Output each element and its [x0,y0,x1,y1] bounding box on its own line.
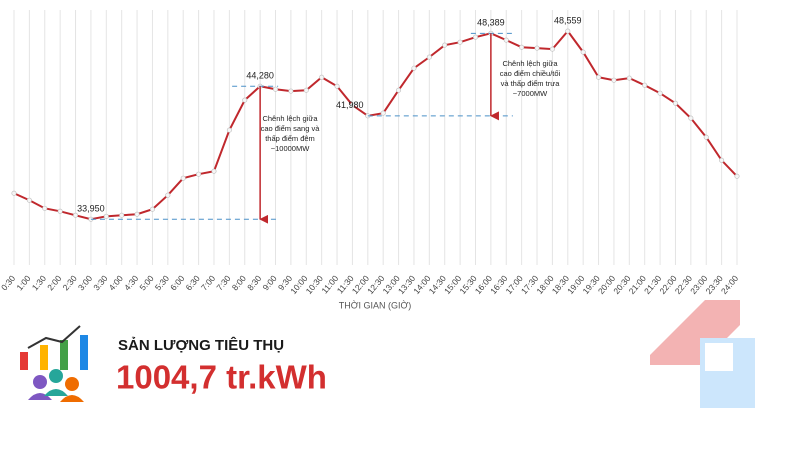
point [734,173,740,179]
point [273,86,279,92]
annotation: ~7000MW [513,89,548,98]
annotation: ~10000MW [271,144,310,153]
point [611,77,617,83]
point [411,65,417,71]
logo [650,300,755,408]
point [57,208,63,214]
point [688,115,694,121]
data-label: 33,950 [77,204,105,214]
x-tick-label: 8:00 [230,273,248,292]
point [334,83,340,89]
x-tick-label: 1:30 [30,273,48,292]
icon [20,325,88,402]
point [380,110,386,116]
point [580,49,586,55]
point [672,100,678,106]
footer-label: SẢN LƯỢNG TIÊU THỤ [118,336,284,354]
point [196,171,202,177]
point [165,192,171,198]
data-label: 48,389 [477,18,505,28]
x-tick-label: 5:00 [137,273,155,292]
point [549,46,555,52]
point [211,168,217,174]
x-tick-label: 4:30 [122,273,140,292]
point [626,75,632,81]
point [719,157,725,163]
x-tick-label: 2:30 [60,273,78,292]
point [180,175,186,181]
x-tick-label: 6:30 [184,273,202,292]
line [13,29,738,221]
footer-value: 1004,7 tr.kWh [116,359,327,396]
data-label: 48,559 [554,16,582,26]
plot-area [0,10,745,265]
x-tick-label: 10:30 [304,273,326,296]
point [703,134,709,140]
annotation: cao điểm chiều/tối [500,69,561,78]
point [426,54,432,60]
plot: 0:301:001:302:002:303:003:304:004:305:00… [0,10,745,296]
point [319,74,325,80]
point [119,212,125,218]
x-tick-label: 6:00 [168,273,186,292]
point [396,87,402,93]
point [103,213,109,219]
x-axis-label: THỜI GIAN (GIỜ) [339,300,411,310]
annotation: cao điểm sang và [261,124,321,133]
annotation: Chênh lệch giữa [502,59,558,68]
x-tick-label: 2:00 [45,273,63,292]
annotation: Chênh lệch giữa [262,114,318,123]
point [134,211,140,217]
point [565,28,571,34]
point [349,102,355,108]
point [242,97,248,103]
point [642,82,648,88]
point [472,34,478,40]
data-label: 44,280 [246,71,274,81]
point [457,39,463,45]
x-tick-label: 0:30 [0,273,17,292]
x-tick-label: 9:00 [260,273,278,292]
x-tick-label: 3:00 [76,273,94,292]
point [288,88,294,94]
point [26,197,32,203]
point [503,37,509,43]
x-tick-label: 5:30 [153,273,171,292]
point [11,190,17,196]
x-tick-label: 1:00 [14,273,32,292]
point [657,90,663,96]
x-tick-label: 8:30 [245,273,263,292]
point [534,45,540,51]
point [73,212,79,218]
x-tick-label: 4:00 [107,273,125,292]
point [226,127,232,133]
point [149,206,155,212]
annotation: và thấp điểm trưa [501,79,561,88]
point [442,42,448,48]
point [596,74,602,80]
data-label: 41,980 [336,100,364,110]
x-tick-label: 24:00 [719,273,741,296]
point [42,205,48,211]
point [303,87,309,93]
x-tick-label: 7:00 [199,273,217,292]
point [519,44,525,50]
annotation: thấp điểm đêm [265,134,315,143]
x-tick-label: 3:30 [91,273,109,292]
x-tick-label: 7:30 [214,273,232,292]
